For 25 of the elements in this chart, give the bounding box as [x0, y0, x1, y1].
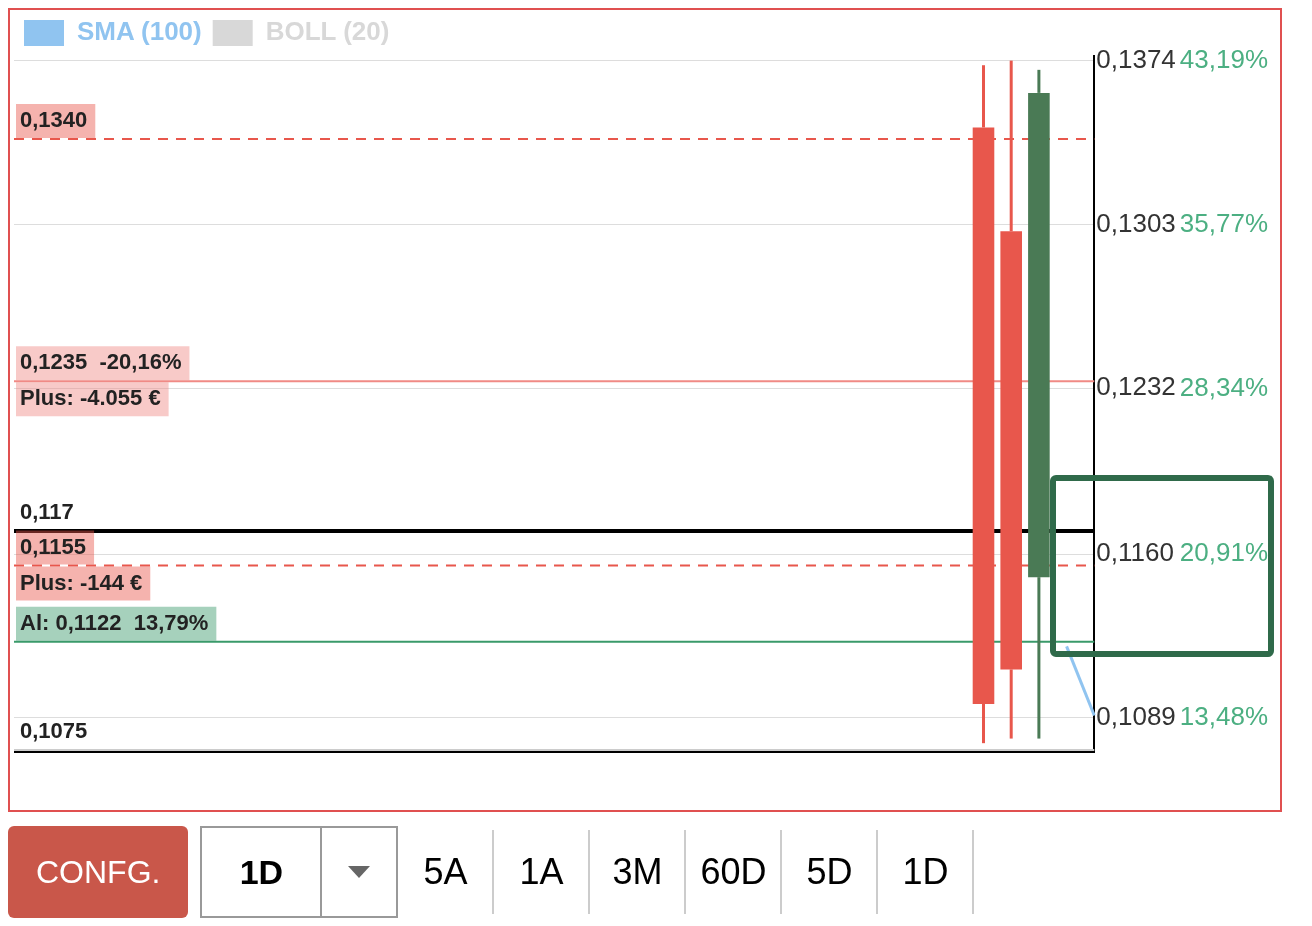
text: 5D [782, 830, 879, 914]
ref-line-label: 0,1155 Plus: -144 € [20, 533, 143, 595]
text: 1A [494, 830, 591, 914]
ref-line-label: 0,1340 [20, 107, 88, 133]
y2-tick-label: 20,91% [1179, 536, 1269, 567]
text: CONFG. [8, 826, 189, 918]
ref-line-label: 0,1075 [20, 718, 88, 744]
y-tick-label: 0,1160 [1096, 537, 1174, 568]
y2-tick-label: 43,19% [1179, 43, 1269, 74]
legend-label: SMA (100) [77, 16, 202, 47]
text: 1D [202, 828, 323, 916]
y-tick-label: 0,1303 [1096, 207, 1176, 238]
y-tick-label: 0,1232 [1096, 371, 1176, 402]
ref-line-label: Al: 0,1122 13,79% [20, 609, 209, 635]
text: 3M [590, 830, 687, 914]
y-tick-label: 0,1374 [1096, 43, 1176, 74]
text: 60D [686, 830, 783, 914]
text: 1D [878, 830, 975, 914]
y2-tick-label: 35,77% [1179, 207, 1269, 238]
y2-tick-label: 13,48% [1179, 701, 1269, 732]
ref-line-label: 0,1235 -20,16% Plus: -4.055 € [20, 349, 182, 411]
ref-line-label: 0,117 [20, 499, 74, 525]
y-tick-label: 0,1089 [1096, 700, 1176, 731]
text: 5A [398, 830, 495, 914]
y2-tick-label: 28,34% [1179, 372, 1269, 403]
